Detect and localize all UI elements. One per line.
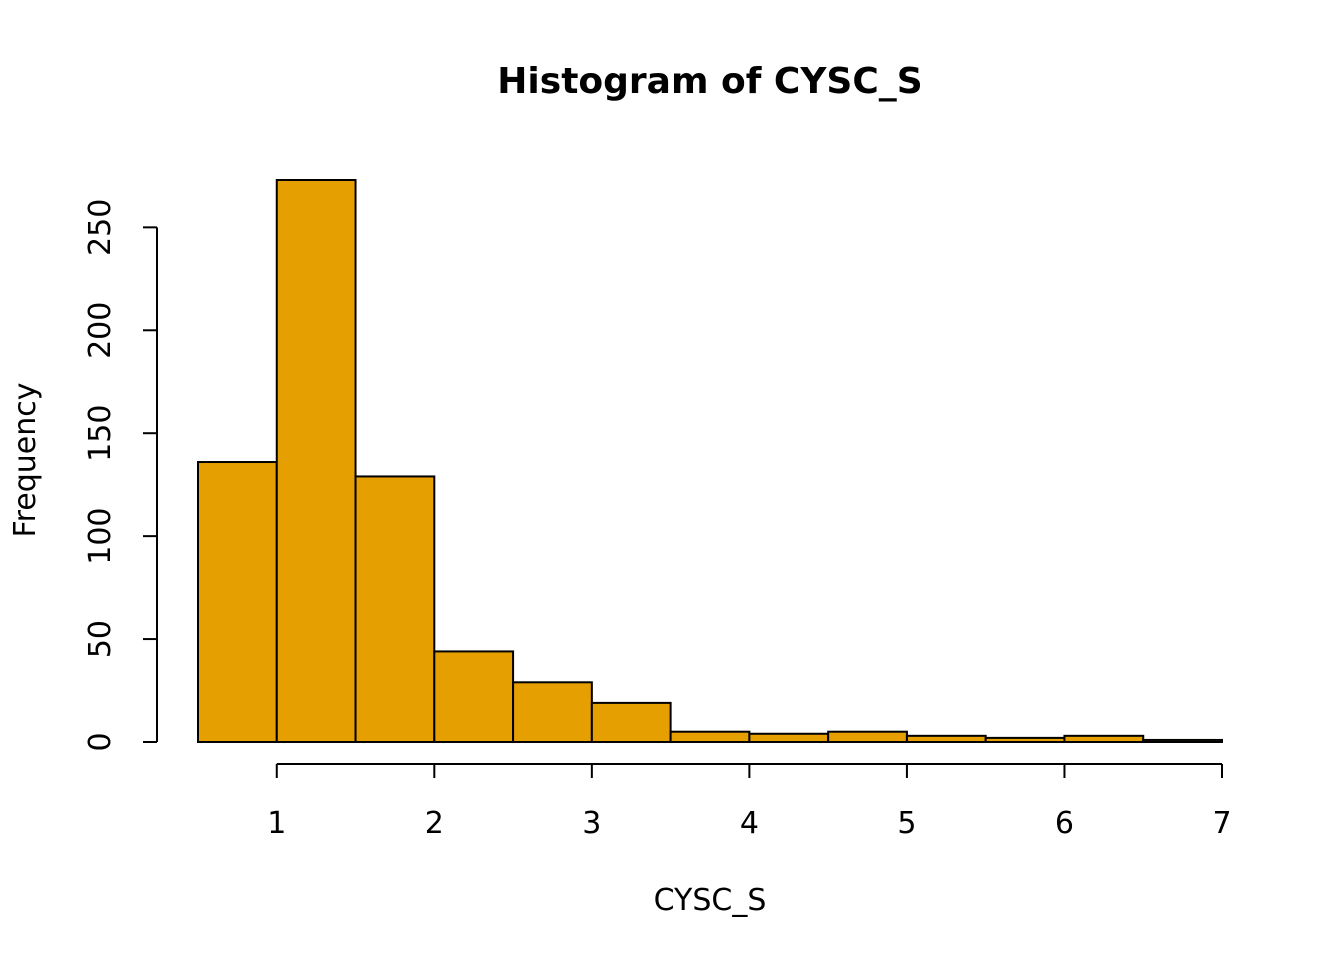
x-tick-label: 1: [267, 806, 286, 841]
y-axis-label: Frequency: [8, 383, 43, 538]
y-tick-label: 250: [83, 199, 118, 256]
chart-title: Histogram of CYSC_S: [497, 61, 922, 102]
histogram-bar: [197, 461, 278, 743]
histogram-bar: [669, 730, 751, 744]
y-tick-label: 0: [83, 732, 118, 751]
y-tick-label: 50: [83, 620, 118, 658]
y-tick-label: 100: [83, 508, 118, 565]
histogram-bar: [905, 734, 987, 743]
x-tick-label: 2: [425, 806, 444, 841]
x-tick-label: 6: [1055, 806, 1074, 841]
histogram-bar: [354, 475, 436, 743]
x-tick-label: 5: [897, 806, 916, 841]
histogram-bar: [1063, 734, 1145, 743]
histogram-bar: [590, 701, 672, 744]
histogram-bar: [984, 736, 1066, 744]
y-axis: 0 50 100 150 200 250: [83, 199, 158, 752]
histogram-bar: [827, 730, 908, 744]
histogram-bar: [512, 681, 593, 743]
x-axis: 1 2 3 4 5 6 7: [267, 763, 1232, 841]
x-tick-label: 4: [740, 806, 759, 841]
histogram-bar: [433, 650, 515, 744]
histogram-bar: [748, 732, 830, 743]
histogram-bar: [1142, 738, 1223, 744]
x-tick-label: 3: [582, 806, 601, 841]
bars-group: [197, 179, 1223, 744]
y-tick-label: 150: [83, 405, 118, 462]
histogram-bar: [275, 179, 357, 743]
x-tick-label: 7: [1212, 806, 1231, 841]
x-axis-label: CYSC_S: [654, 883, 767, 918]
y-tick-label: 200: [83, 302, 118, 359]
